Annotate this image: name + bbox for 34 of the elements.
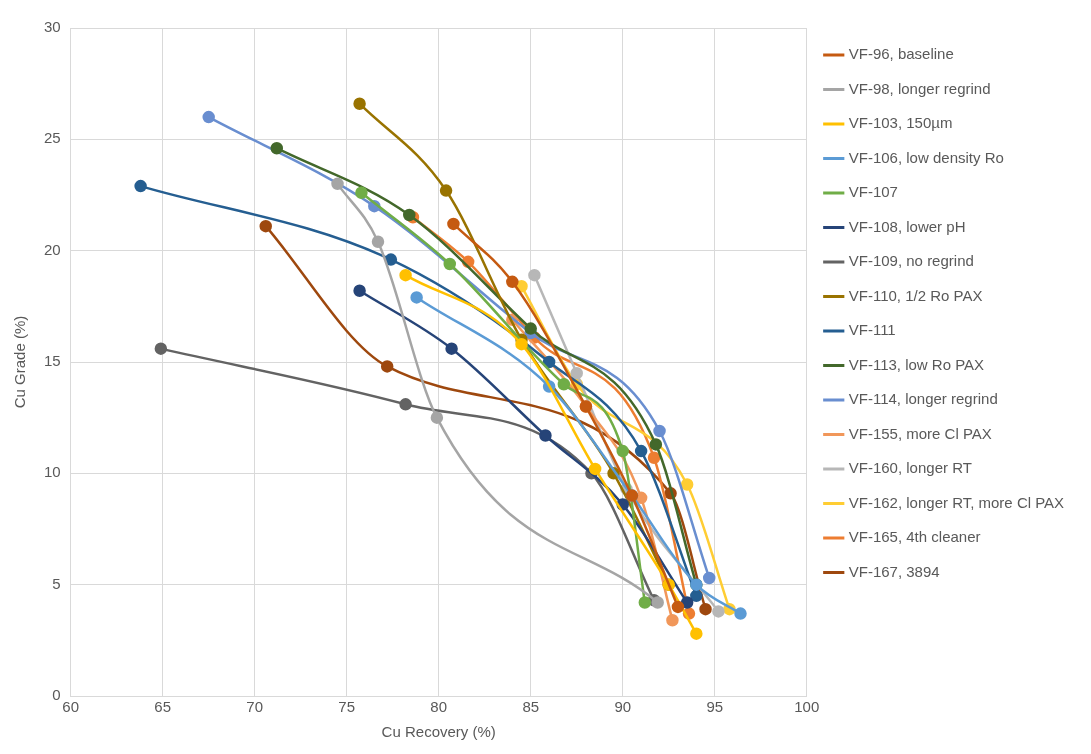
x-tick-label: 75	[338, 698, 356, 716]
legend-label: VF-109, no regrind	[848, 252, 974, 270]
legend-label: VF-111	[848, 321, 896, 339]
legend-label: VF-167, 3894	[848, 562, 940, 580]
legend-label: VF-162, longer RT, more Cl PAX	[848, 493, 1065, 511]
legend-label: VF-165, 4th cleaner	[848, 528, 981, 546]
x-tick-label: 70	[246, 698, 264, 716]
legend-label: VF-98, longer regrind	[848, 79, 991, 97]
y-tick-label: 15	[44, 352, 61, 370]
legend-label: VF-155, more Cl PAX	[848, 424, 992, 442]
y-tick-label: 10	[44, 463, 61, 481]
y-tick-label: 0	[52, 686, 61, 704]
legend-label: VF-103, 150µm	[848, 114, 953, 132]
y-tick-label: 30	[44, 18, 61, 36]
y-tick-label: 5	[52, 574, 61, 592]
y-tick-label: 20	[44, 240, 61, 258]
legend-label: VF-113, low Ro PAX	[848, 355, 985, 373]
y-axis-title: Cu Grade (%)	[11, 315, 29, 409]
legend-label: VF-114, longer regrind	[848, 390, 998, 408]
y-tick-label: 25	[44, 129, 61, 147]
legend-label: VF-107	[848, 183, 898, 201]
x-tick-label: 80	[430, 698, 448, 716]
x-tick-label: 85	[522, 698, 540, 716]
legend-label: VF-106, low density Ro	[848, 148, 1004, 166]
legend-label: VF-160, longer RT	[848, 459, 972, 477]
legend-label: VF-108, lower pH	[848, 217, 966, 235]
legend-label: VF-96, baseline	[848, 45, 954, 63]
x-tick-label: 100	[794, 698, 820, 716]
x-tick-label: 65	[154, 698, 172, 716]
x-tick-label: 60	[62, 698, 80, 716]
x-axis-title: Cu Recovery (%)	[381, 723, 496, 741]
x-tick-label: 90	[614, 698, 632, 716]
x-tick-label: 95	[706, 698, 724, 716]
legend-label: VF-110, 1/2 Ro PAX	[848, 286, 983, 304]
